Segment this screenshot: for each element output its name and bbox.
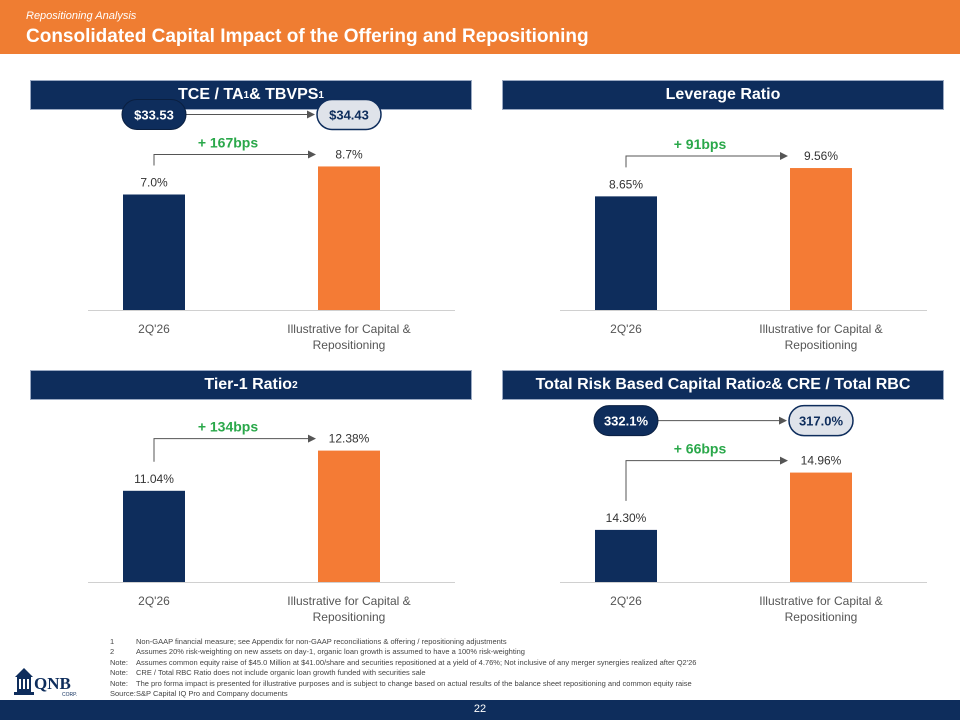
footnote-text: CRE / Total RBC Ratio does not include o… [136, 668, 426, 678]
panel-title-leverage: Leverage Ratio [502, 80, 944, 110]
charts-canvas: 7.0% 8.7% 2Q'26 Illustrative for Capital & R… [88, 98, 927, 624]
data-label: 8.65% [609, 177, 643, 191]
change-arrow-line [153, 153, 308, 166]
footnote-text: The pro forma impact is presented for il… [136, 678, 692, 688]
footnote-text: S&P Capital IQ Pro and Company documents [136, 689, 288, 699]
category-label: Illustrative for Capital & [759, 322, 882, 336]
category-label: Repositioning [313, 338, 386, 352]
footnote-ref: 1 [243, 89, 250, 101]
bubble-after [788, 404, 854, 437]
bubble-after [316, 98, 382, 131]
category-label: 2Q'26 [138, 594, 170, 608]
footnote-item: Note: Assumes common equity raise of $45.… [110, 658, 696, 668]
footnote-text: Assumes 20% risk-weighting on new assets… [136, 647, 525, 657]
bar [790, 472, 852, 582]
panel-title-text-rest: & TBVPS [249, 86, 319, 103]
footnote-text: Non-GAAP financial measure; see Appendix… [136, 637, 507, 646]
header-subtitle: Repositioning Analysis [26, 10, 137, 22]
category-label: Illustrative for Capital & [759, 594, 882, 608]
category-label: 2Q'26 [610, 594, 642, 608]
footnote-item: 1 Non-GAAP financial measure; see Appendi… [110, 637, 696, 647]
change-arrow-head [780, 456, 788, 465]
footnote-key: 2 [110, 647, 115, 657]
bar [595, 529, 657, 582]
footnote-key: Source: [110, 689, 136, 699]
change-label: + 167bps [198, 134, 259, 150]
footnote-text: Assumes common equity raise of $45.0 Mil… [136, 657, 697, 667]
bar [123, 490, 185, 582]
change-arrow-line [625, 460, 780, 501]
bubble-before-label: 332.1% [604, 414, 649, 429]
category-label: Illustrative for Capital & [287, 594, 410, 608]
change-arrow-line [153, 438, 308, 462]
change-arrow-head [308, 150, 316, 159]
panel-title-tce: TCE / TA 1 & TBVPS 1 [30, 80, 472, 110]
change-label: + 66bps [674, 441, 727, 457]
header-bar: Repositioning Analysis Consolidated Capi… [0, 0, 960, 54]
footnote-key: Note: [110, 678, 128, 688]
change-arrow-head [780, 152, 788, 161]
panel-title-text: Tier-1 Ratio [204, 376, 293, 393]
data-label: 9.56% [804, 149, 838, 163]
data-label: 14.96% [801, 454, 842, 468]
footnote-item: 2 Assumes 20% risk-weighting on new asset… [110, 647, 696, 657]
change-arrow-head [308, 434, 316, 443]
bar [318, 450, 380, 582]
bubble-before [121, 98, 187, 130]
footnote-ref: 1 [318, 89, 324, 101]
category-label: 2Q'26 [138, 322, 170, 336]
qnb-logo: QNB CORP. [14, 668, 77, 698]
footnote-item: Source: S&P Capital IQ Pro and Company do… [110, 689, 696, 699]
footnotes: 1 Non-GAAP financial measure; see Appendi… [110, 637, 696, 699]
bubble-after-label: 317.0% [799, 414, 844, 429]
page-number: 22 [473, 703, 487, 715]
data-label: 11.04% [134, 472, 174, 486]
category-label: Illustrative for Capital & [287, 322, 410, 336]
change-label: + 134bps [198, 419, 259, 435]
panel-title-tier1: Tier-1 Ratio 2 [30, 370, 472, 400]
footnote-ref: 2 [292, 379, 298, 391]
bar [123, 194, 185, 310]
footnote-item: Note: The pro forma impact is presented f… [110, 679, 696, 689]
data-label: 8.7% [335, 147, 363, 161]
bubble-arrow-head [307, 110, 315, 119]
bubble-before [593, 405, 659, 437]
category-label: Repositioning [785, 338, 858, 352]
category-label: Repositioning [313, 610, 386, 624]
panel-title-text: Leverage Ratio [665, 86, 781, 103]
footer-bar: 22 [0, 700, 960, 720]
change-label: + 91bps [674, 136, 727, 152]
bubble-after-label: $34.43 [329, 107, 369, 122]
data-label: 7.0% [140, 176, 168, 190]
panel-title-text: TCE / TA [178, 86, 244, 103]
svg-text:QNB: QNB [34, 674, 71, 693]
footnote-ref: 2 [765, 379, 772, 391]
footnote-key: Note: [110, 657, 128, 667]
category-label: 2Q'26 [610, 322, 642, 336]
panel-title-total-rbc: Total Risk Based Capital Ratio 2 & CRE / … [502, 370, 944, 400]
category-label: Repositioning [785, 610, 858, 624]
change-arrow-line [625, 155, 780, 168]
bubble-before-label: $33.53 [134, 107, 174, 122]
panel-title-text: Total Risk Based Capital Ratio [535, 376, 766, 393]
svg-text:CORP.: CORP. [62, 692, 77, 698]
footnote-key: 1 [110, 637, 115, 646]
bubble-arrow-head [779, 416, 787, 425]
data-label: 12.38% [329, 432, 370, 446]
bar [790, 168, 852, 310]
page-title: Consolidated Capital Impact of the Offer… [26, 26, 589, 47]
footnote-key: Note: [110, 668, 128, 678]
data-label: 14.30% [606, 511, 647, 525]
bar [318, 166, 380, 310]
footnote-item: Note: CRE / Total RBC Ratio does not incl… [110, 668, 696, 678]
panel-title-text-rest: & CRE / Total RBC [771, 376, 911, 393]
bar [595, 196, 657, 310]
